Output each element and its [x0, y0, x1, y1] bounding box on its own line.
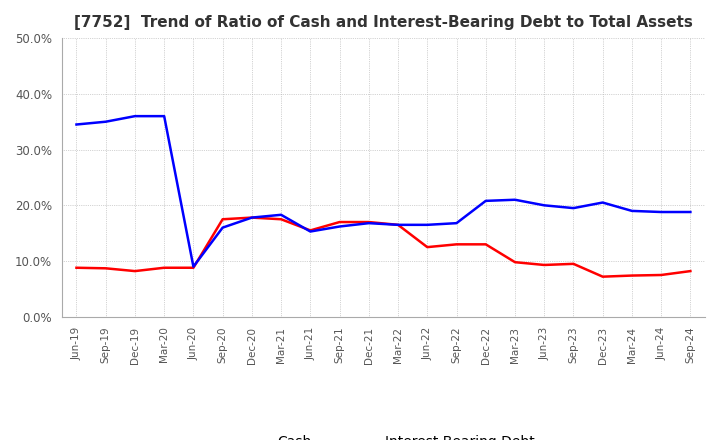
Interest-Bearing Debt — [336, 224, 344, 229]
Interest-Bearing Debt — [218, 225, 227, 230]
Cash — [306, 228, 315, 233]
Interest-Bearing Debt — [306, 229, 315, 234]
Interest-Bearing Debt — [423, 222, 431, 227]
Interest-Bearing Debt — [598, 200, 607, 205]
Title: [7752]  Trend of Ratio of Cash and Interest-Bearing Debt to Total Assets: [7752] Trend of Ratio of Cash and Intere… — [74, 15, 693, 30]
Interest-Bearing Debt — [364, 220, 373, 226]
Cash — [160, 265, 168, 271]
Interest-Bearing Debt — [657, 209, 665, 215]
Cash — [657, 272, 665, 278]
Interest-Bearing Debt — [452, 220, 461, 226]
Legend: Cash, Interest-Bearing Debt: Cash, Interest-Bearing Debt — [226, 430, 541, 440]
Interest-Bearing Debt — [569, 205, 577, 211]
Line: Cash: Cash — [76, 218, 690, 277]
Cash — [364, 220, 373, 225]
Interest-Bearing Debt — [394, 222, 402, 227]
Cash — [248, 215, 256, 220]
Interest-Bearing Debt — [628, 208, 636, 213]
Interest-Bearing Debt — [686, 209, 695, 215]
Interest-Bearing Debt — [540, 203, 549, 208]
Cash — [394, 222, 402, 227]
Cash — [72, 265, 81, 271]
Cash — [336, 220, 344, 225]
Cash — [569, 261, 577, 267]
Cash — [598, 274, 607, 279]
Interest-Bearing Debt — [510, 197, 519, 202]
Interest-Bearing Debt — [276, 212, 285, 217]
Cash — [452, 242, 461, 247]
Cash — [423, 245, 431, 250]
Cash — [482, 242, 490, 247]
Cash — [218, 216, 227, 222]
Interest-Bearing Debt — [130, 114, 139, 119]
Interest-Bearing Debt — [102, 119, 110, 125]
Cash — [130, 268, 139, 274]
Interest-Bearing Debt — [248, 215, 256, 220]
Cash — [102, 266, 110, 271]
Interest-Bearing Debt — [160, 114, 168, 119]
Cash — [276, 216, 285, 222]
Cash — [540, 262, 549, 268]
Cash — [189, 265, 198, 271]
Cash — [686, 268, 695, 274]
Line: Interest-Bearing Debt: Interest-Bearing Debt — [76, 116, 690, 267]
Interest-Bearing Debt — [482, 198, 490, 204]
Interest-Bearing Debt — [72, 122, 81, 127]
Cash — [628, 273, 636, 278]
Cash — [510, 260, 519, 265]
Interest-Bearing Debt — [189, 264, 198, 269]
